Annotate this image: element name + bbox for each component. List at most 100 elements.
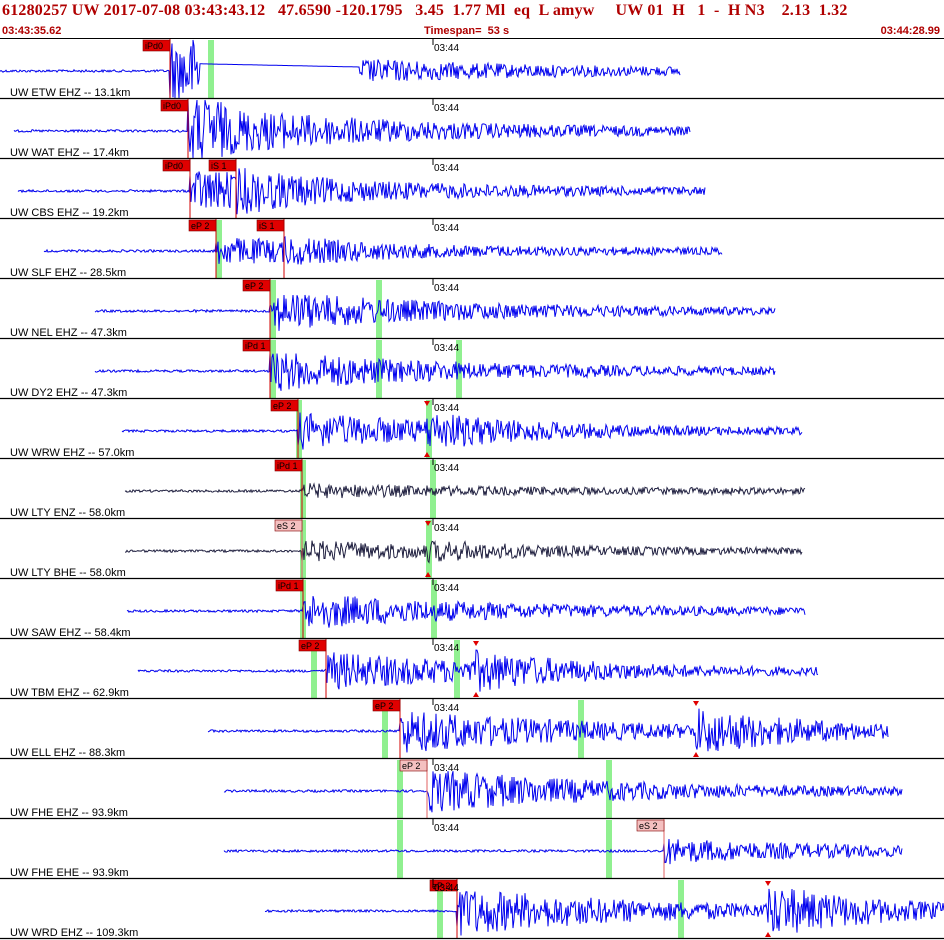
phase-pick-flag[interactable]: iS 1 [256, 219, 285, 279]
seismogram-panel[interactable]: iPd0 03:44 UW ETW EHZ -- 13.1km iPd0 03:44 UW… [0, 39, 944, 940]
phase-pick-flag[interactable]: eP 2 [429, 879, 771, 939]
channel-label: UW ETW EHZ -- 13.1km [10, 87, 130, 99]
channel-label: UW LTY ENZ -- 58.0km [10, 507, 125, 519]
waveform-trace [121, 412, 803, 450]
phase-window-marker [311, 640, 317, 698]
pick-label: eP 2 [402, 761, 420, 771]
phase-pick-flag[interactable]: eP 2 [188, 219, 217, 279]
channel-row[interactable]: eP 2 03:44 UW ELL EHZ -- 88.3km [0, 699, 944, 760]
waveform-trace [126, 595, 806, 628]
phase-pick-flag[interactable]: iPd0 [142, 39, 171, 99]
channel-row[interactable]: eP 203:44 UW WRD EHZ -- 109.3km [0, 879, 944, 940]
phase-pick-flag[interactable]: eS 2 [636, 819, 665, 879]
phase-pick-flag[interactable]: iPd 1 [242, 339, 271, 399]
pick-label: iPd 1 [278, 581, 299, 591]
minute-tick-label: 03:44 [434, 403, 459, 414]
phase-window-marker [430, 460, 436, 518]
waveform-trace [0, 39, 681, 99]
pick-label: iS 1 [211, 161, 227, 171]
pick-label: eP 2 [273, 401, 291, 411]
waveform-trace [124, 482, 806, 499]
pick-label: iPd0 [165, 161, 183, 171]
channel-row[interactable]: eS 2 03:44 UW FHE EHE -- 93.9km [0, 819, 944, 880]
phase-window-marker [437, 880, 443, 938]
pick-label: iPd 1 [245, 341, 266, 351]
phase-window-marker [270, 340, 276, 398]
header-divider [0, 38, 944, 39]
channel-label: UW FHE EHZ -- 93.9km [10, 807, 128, 819]
waveform-trace [264, 888, 944, 936]
waveform-trace [223, 771, 903, 813]
event-summary-title: 61280257 UW 2017-07-08 03:43:43.12 47.65… [2, 2, 848, 19]
phase-window-marker [606, 820, 612, 878]
channel-label: UW SLF EHZ -- 28.5km [10, 267, 126, 279]
channel-row[interactable]: iPd0 03:44 UW WAT EHZ -- 17.4km [0, 99, 944, 160]
minute-tick-label: 03:44 [434, 163, 459, 174]
channel-label: UW CBS EHZ -- 19.2km [10, 207, 129, 219]
channel-label: UW ELL EHZ -- 88.3km [10, 747, 125, 759]
minute-tick-label: 03:44 [434, 763, 459, 774]
phase-pick-flag[interactable]: eP 2 [399, 759, 428, 819]
phase-window-marker [208, 40, 214, 98]
phase-window-marker [456, 340, 462, 398]
channel-row[interactable]: eP 2 iS 1 03:44 UW SLF EHZ -- 28.5km [0, 219, 944, 280]
phase-pick-flag[interactable]: iPd0 [162, 159, 191, 219]
channel-row[interactable]: eP 2 03:44 UW NEL EHZ -- 47.3km [0, 279, 944, 340]
channel-label: UW WAT EHZ -- 17.4km [10, 147, 129, 159]
channel-row[interactable]: iPd 1 03:44 UW DY2 EHZ -- 47.3km [0, 339, 944, 400]
phase-window-marker [426, 400, 432, 458]
minute-tick-label: 03:44 [434, 283, 459, 294]
minute-tick-label: 03:44 [434, 463, 459, 474]
event-header: 61280257 UW 2017-07-08 03:43:43.12 47.65… [0, 0, 944, 38]
pick-label: eP 2 [375, 701, 393, 711]
channel-row[interactable]: iPd 1 03:44 UW LTY ENZ -- 58.0km [0, 459, 944, 520]
channel-label: UW NEL EHZ -- 47.3km [10, 327, 127, 339]
waveform-trace [17, 168, 706, 215]
channel-label: UW WRD EHZ -- 109.3km [10, 927, 138, 939]
phase-window-marker [216, 220, 222, 278]
channel-row[interactable]: eP 2 03:44 UW TBM EHZ -- 62.9km [0, 639, 944, 700]
phase-pick-flag[interactable]: eP 2 [270, 399, 430, 459]
channel-row[interactable]: eP 2 03:44 UW WRW EHZ -- 57.0km [0, 399, 944, 460]
channel-row[interactable]: iPd0 03:44 UW ETW EHZ -- 13.1km [0, 39, 944, 100]
pick-label: eP 2 [301, 641, 319, 651]
waveform-trace [13, 99, 691, 159]
phase-pick-flag[interactable]: iPd0 [160, 99, 189, 159]
channel-label: UW FHE EHE -- 93.9km [10, 867, 129, 879]
waveform-trace [223, 838, 903, 865]
waveform-trace [94, 353, 776, 391]
phase-window-marker [397, 820, 403, 878]
end-time-label: 03:44:28.99 [880, 25, 940, 37]
phase-window-marker [382, 700, 388, 758]
minute-tick-label: 03:44 [434, 223, 459, 234]
minute-tick-label: 03:44 [434, 43, 459, 54]
pick-label: iS 1 [259, 221, 275, 231]
phase-pick-flag[interactable]: iS 1 [208, 159, 237, 219]
channel-row[interactable]: eP 2 03:44 UW FHE EHZ -- 93.9km [0, 759, 944, 820]
phase-window-marker [376, 280, 382, 338]
minute-tick-label: 03:44 [434, 103, 459, 114]
channel-row[interactable]: iPd 1 03:44 UW SAW EHZ -- 58.4km [0, 579, 944, 640]
waveform-trace [125, 540, 803, 564]
timespan-label: Timespan= 53 s [424, 25, 510, 37]
pick-label: iPd 1 [277, 461, 298, 471]
channel-label: UW TBM EHZ -- 62.9km [10, 687, 129, 699]
channel-row[interactable]: iPd0 iS 1 03:44 UW CBS EHZ -- 19.2km [0, 159, 944, 220]
phase-pick-flag[interactable]: iPd 1 [275, 579, 304, 639]
channel-label: UW LTY BHE -- 58.0km [10, 567, 126, 579]
pick-label: eS 2 [639, 821, 658, 831]
phase-pick-flag[interactable]: eS 2 [274, 519, 431, 579]
minute-tick-label: 03:44 [434, 523, 459, 534]
channel-label: UW DY2 EHZ -- 47.3km [10, 387, 127, 399]
phase-pick-flag[interactable]: eP 2 [242, 279, 271, 339]
pick-label: iPd0 [145, 41, 163, 51]
pick-label: eP 2 [191, 221, 209, 231]
minute-tick-label: 03:44 [434, 883, 459, 894]
phase-window-marker [426, 520, 432, 578]
phase-pick-flag[interactable]: eP 2 [372, 699, 699, 759]
waveform-trace [207, 708, 889, 753]
pick-label: eS 2 [277, 521, 296, 531]
phase-pick-flag[interactable]: iPd 1 [274, 459, 303, 519]
phase-pick-flag[interactable]: eP 2 [298, 639, 479, 699]
channel-row[interactable]: eS 2 03:44 UW LTY BHE -- 58.0km [0, 519, 944, 580]
